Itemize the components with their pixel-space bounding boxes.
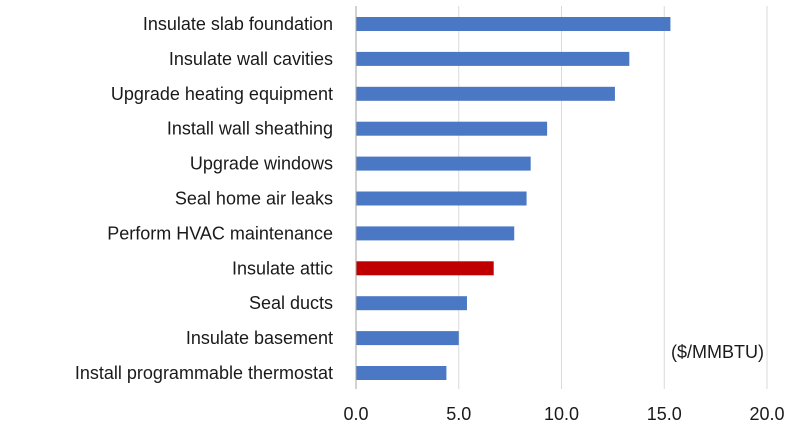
bar (356, 191, 527, 206)
category-label: Upgrade heating equipment (111, 84, 333, 104)
bar (356, 366, 447, 380)
category-label: Perform HVAC maintenance (107, 223, 333, 243)
bar (356, 156, 531, 171)
x-tick-label: 15.0 (647, 404, 682, 424)
x-axis-ticks: 0.0 5.0 10.0 15.0 20.0 (343, 404, 784, 424)
bar (356, 121, 548, 136)
category-label: Insulate wall cavities (169, 49, 333, 69)
category-label: Insulate slab foundation (143, 14, 333, 34)
category-label: Insulate basement (186, 328, 333, 348)
category-label: Upgrade windows (190, 154, 333, 174)
x-tick-label: 0.0 (343, 404, 368, 424)
bar (356, 51, 630, 66)
x-tick-label: 5.0 (446, 404, 471, 424)
bar (356, 331, 459, 346)
bars (356, 17, 671, 380)
x-tick-label: 10.0 (544, 404, 579, 424)
category-label: Insulate attic (232, 258, 333, 278)
category-label: Install programmable thermostat (75, 363, 333, 383)
bar (356, 226, 515, 241)
bar (356, 17, 671, 31)
x-tick-label: 20.0 (749, 404, 784, 424)
bar (356, 86, 615, 101)
category-label: Install wall sheathing (167, 119, 333, 139)
category-label: Seal home air leaks (175, 189, 333, 209)
unit-label: ($/MMBTU) (671, 342, 764, 362)
category-label: Seal ducts (249, 293, 333, 313)
bar-highlighted (356, 261, 494, 276)
bar (356, 296, 467, 311)
category-labels: Insulate slab foundation Insulate wall ca… (75, 14, 333, 383)
